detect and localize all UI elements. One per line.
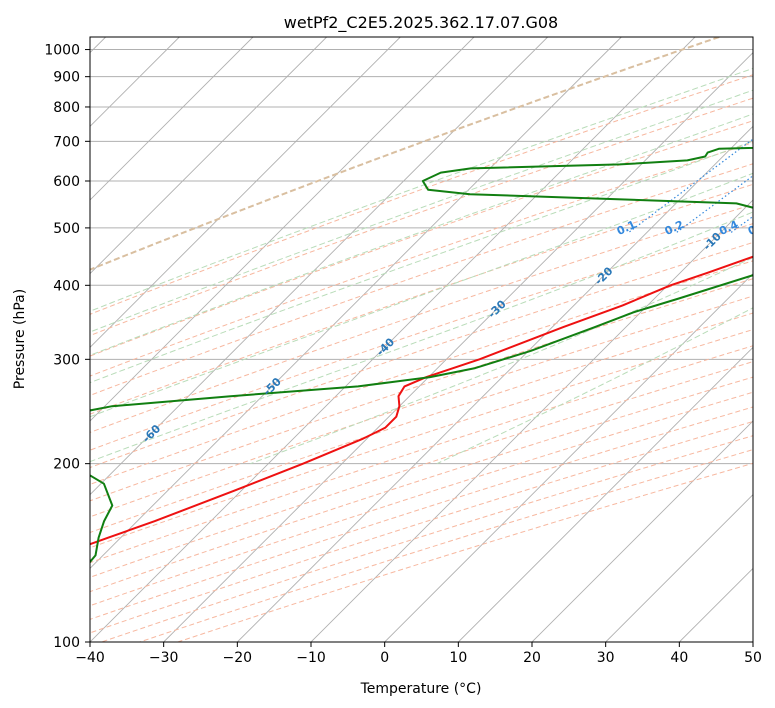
dry-adiabat-line [90,295,753,518]
x-tick-label: 30 [597,650,615,666]
dry-adiabat-line [90,376,753,593]
moist-adiabat-line [90,113,753,356]
x-tick-label: 10 [449,650,467,666]
isotherm-line [90,37,475,422]
y-tick-label: 400 [53,278,80,294]
y-tick-label: 100 [53,635,80,651]
axes: −40 −30 −20 −10 0 10 20 30 40 50 100 200 300 400 500 60… [44,43,762,666]
x-tick-label: 40 [670,650,688,666]
y-tick-label: 900 [53,70,80,86]
dry-adiabat-line [90,97,753,337]
dry-adiabat-line [90,391,753,607]
dry-adiabat-line [90,223,753,451]
x-tick-label: −30 [149,650,179,666]
isotherm-line [163,52,753,642]
isotherm-line [90,37,327,275]
x-tick-label: 50 [744,650,762,666]
dry-adiabat-line [90,241,753,469]
isotherm-line [90,37,622,569]
y-tick-label: 800 [53,100,80,116]
isotherm-line [237,125,753,642]
dry-adiabat-line [90,37,720,271]
y-tick-label: 300 [53,352,80,368]
isotherm-line [90,37,696,642]
y-tick-label: 1000 [44,43,80,59]
isotherm-line [605,494,753,642]
mixing-ratio-label: 0.6 [746,218,769,238]
isotherm-line [458,346,753,642]
y-tick-label: 200 [53,457,80,473]
x-tick-label: 20 [523,650,541,666]
dry-adiabat-line [90,361,753,578]
temperature-profile-line [90,255,753,546]
isotherm-line [531,420,753,642]
plot-area: 0.10.20.40.611.52346810131620253036-100-… [90,37,769,642]
dry-adiabat-line [90,142,753,377]
moist-adiabat-line [90,140,753,384]
dry-adiabat-line [90,278,753,502]
moist-adiabat-line [90,67,753,312]
moist-adiabat-line [90,172,753,418]
x-tick-label: −20 [223,650,253,666]
x-tick-label: 0 [380,650,389,666]
dry-adiabat-line [90,260,753,485]
mixing-ratio-line [627,138,753,234]
dry-adiabat-line [90,345,753,564]
dry-adiabat-line [90,329,753,549]
y-tick-label: 600 [53,174,80,190]
y-tick-label: 700 [53,134,80,150]
moist-adiabat-line [90,89,753,333]
isotherm-line [90,37,254,201]
y-axis-label: Pressure (hPa) [12,289,28,389]
y-tick-label: 500 [53,221,80,237]
isotherm-line [90,37,401,348]
chart-title: wetPf2_C2E5.2025.362.17.07.G08 [284,13,558,33]
profile-lines [90,146,753,564]
x-tick-label: −10 [296,650,326,666]
plot-frame [89,36,754,643]
dry-adiabat-line [90,312,753,534]
x-tick-label: −40 [75,650,105,666]
dry-adiabat-line [90,163,753,396]
isotherm-line [90,37,548,496]
isotherm-line [310,199,753,642]
isotherm-line [384,273,753,642]
x-axis-label: Temperature (°C) [360,681,482,697]
